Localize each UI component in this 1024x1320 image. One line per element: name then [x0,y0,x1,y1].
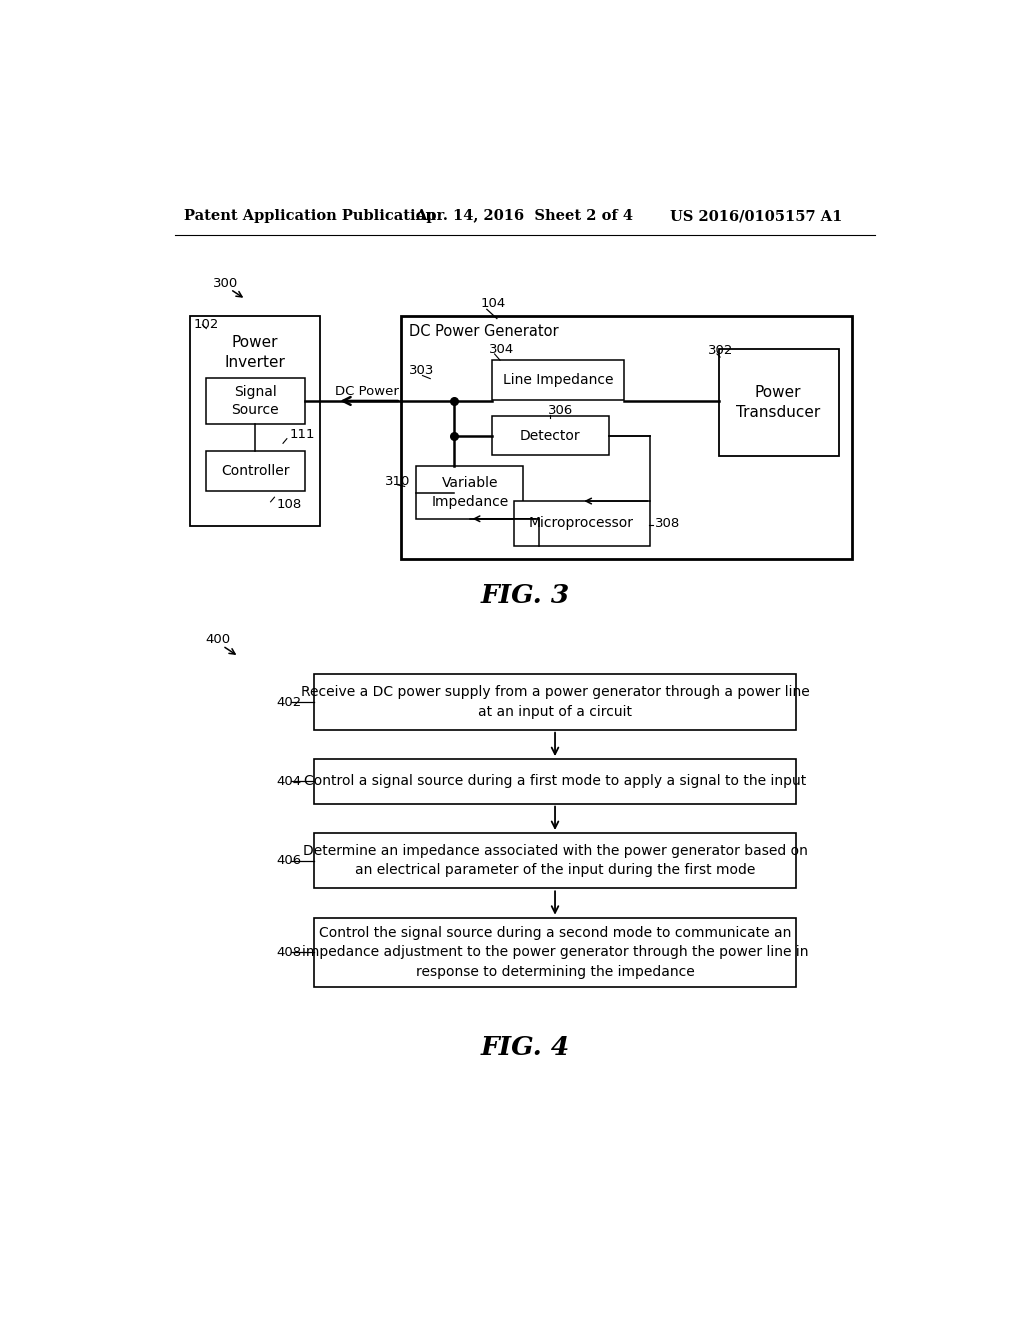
Bar [206,378,305,424]
Text: 104: 104 [480,297,506,310]
Text: Control the signal source during a second mode to communicate an
impedance adjus: Control the signal source during a secon… [302,925,808,978]
Text: Control a signal source during a first mode to apply a signal to the input: Control a signal source during a first m… [304,775,806,788]
Text: Line Impedance: Line Impedance [503,374,613,387]
Bar [314,675,796,730]
Text: Power
Inverter: Power Inverter [224,335,286,370]
Text: Signal
Source: Signal Source [231,384,279,417]
Bar [206,451,305,491]
Text: 108: 108 [276,499,302,511]
Text: 111: 111 [289,428,314,441]
Bar [493,416,608,455]
Text: 302: 302 [708,345,733,358]
Text: Determine an impedance associated with the power generator based on
an electrica: Determine an impedance associated with t… [302,843,808,878]
Text: 404: 404 [276,775,302,788]
Text: Detector: Detector [520,429,581,442]
Bar [314,759,796,804]
Bar [314,833,796,888]
Text: 402: 402 [276,696,302,709]
Bar [493,360,624,400]
Text: Patent Application Publication: Patent Application Publication [183,209,436,223]
Text: Apr. 14, 2016  Sheet 2 of 4: Apr. 14, 2016 Sheet 2 of 4 [415,209,633,223]
Text: US 2016/0105157 A1: US 2016/0105157 A1 [671,209,843,223]
Bar [719,350,839,455]
Text: FIG. 4: FIG. 4 [480,1035,569,1060]
Text: 406: 406 [276,854,302,867]
Text: 303: 303 [409,364,434,378]
Text: Controller: Controller [221,465,290,478]
Bar [400,317,852,558]
Text: Receive a DC power supply from a power generator through a power line
at an inpu: Receive a DC power supply from a power g… [301,685,809,719]
Text: 400: 400 [206,634,230,647]
Text: DC Power: DC Power [335,385,398,399]
Bar [190,317,321,525]
Text: 304: 304 [489,343,514,356]
Text: 308: 308 [655,517,680,529]
Text: 310: 310 [385,475,411,488]
Text: DC Power Generator: DC Power Generator [409,325,558,339]
Text: Power
Transducer: Power Transducer [736,385,820,420]
Bar [314,917,796,987]
Text: 300: 300 [213,277,239,289]
Bar [514,502,649,545]
Text: Variable
Impedance: Variable Impedance [431,477,508,508]
Text: FIG. 3: FIG. 3 [480,583,569,609]
Bar [417,466,523,519]
Text: 102: 102 [194,318,218,331]
Text: Microprocessor: Microprocessor [528,516,634,531]
Text: 408: 408 [276,945,302,958]
Text: 306: 306 [548,404,573,417]
